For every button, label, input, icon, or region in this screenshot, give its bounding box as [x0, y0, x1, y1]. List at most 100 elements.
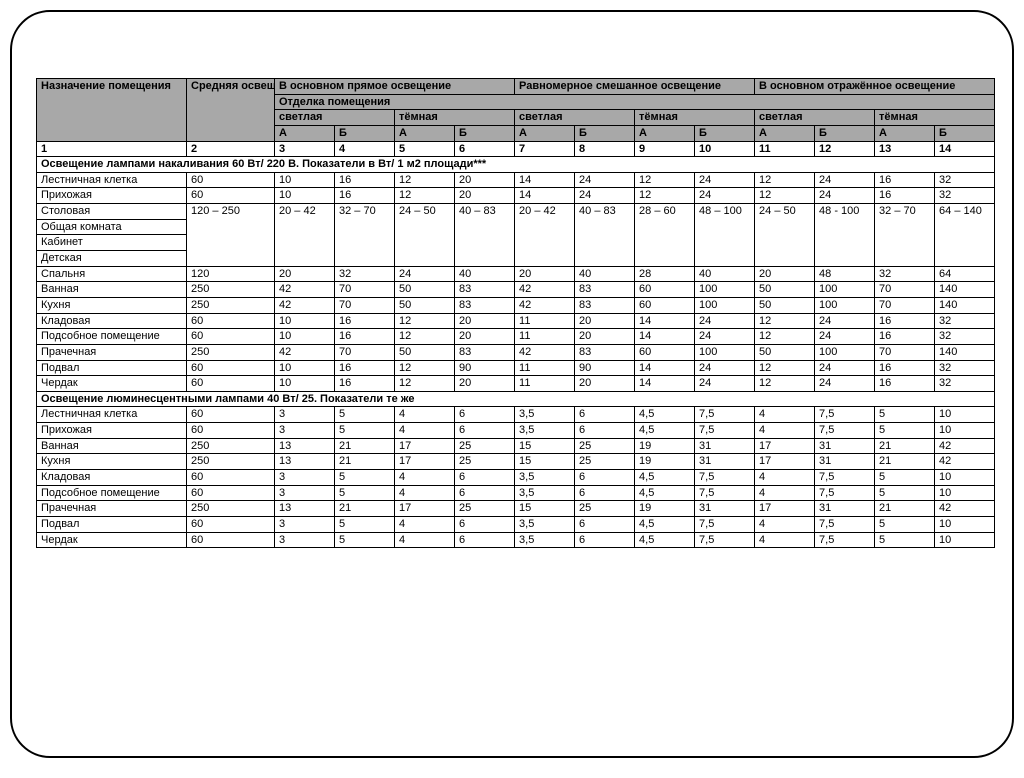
value-cell: 60 [635, 297, 695, 313]
room-name: Прачечная [37, 344, 187, 360]
col-a-header: А [275, 125, 335, 141]
value-cell: 28 [635, 266, 695, 282]
value-cell: 50 [755, 297, 815, 313]
value-cell: 10 [935, 423, 995, 439]
value-cell: 7,5 [695, 470, 755, 486]
value-cell: 40 [455, 266, 515, 282]
value-cell: 12 [395, 376, 455, 392]
value-cell: 31 [695, 438, 755, 454]
value-cell: 4,5 [635, 423, 695, 439]
value-cell: 6 [575, 470, 635, 486]
value-cell: 6 [455, 532, 515, 548]
value-cell: 17 [395, 454, 455, 470]
value-cell: 50 [755, 344, 815, 360]
value-cell: 83 [455, 344, 515, 360]
col-b-header: Б [455, 125, 515, 141]
value-cell: 24 [695, 313, 755, 329]
value-cell: 140 [935, 344, 995, 360]
value-cell: 19 [635, 454, 695, 470]
value-cell: 42 [275, 297, 335, 313]
value-cell: 24 [695, 376, 755, 392]
value-cell: 4 [395, 423, 455, 439]
lux-value: 60 [187, 532, 275, 548]
value-cell: 15 [515, 438, 575, 454]
column-number: 7 [515, 141, 575, 157]
value-cell: 70 [335, 344, 395, 360]
value-cell: 83 [455, 282, 515, 298]
value-cell: 20 [455, 313, 515, 329]
col-a-header: А [515, 125, 575, 141]
value-cell: 28 – 60 [635, 204, 695, 267]
table-row: Подвал60101612901190142412241632 [37, 360, 995, 376]
column-number: 11 [755, 141, 815, 157]
value-cell: 10 [275, 376, 335, 392]
value-cell: 20 [575, 313, 635, 329]
value-cell: 14 [515, 188, 575, 204]
value-cell: 4 [395, 470, 455, 486]
lux-value: 60 [187, 376, 275, 392]
value-cell: 6 [575, 485, 635, 501]
room-name: Кухня [37, 297, 187, 313]
value-cell: 3 [275, 470, 335, 486]
lux-value: 120 – 250 [187, 204, 275, 267]
column-number: 2 [187, 141, 275, 157]
value-cell: 31 [695, 454, 755, 470]
column-number: 4 [335, 141, 395, 157]
value-cell: 90 [575, 360, 635, 376]
value-cell: 20 [455, 376, 515, 392]
value-cell: 10 [935, 470, 995, 486]
value-cell: 7,5 [695, 485, 755, 501]
lux-value: 60 [187, 407, 275, 423]
table-row: Прихожая60101612201424122412241632 [37, 188, 995, 204]
value-cell: 5 [335, 516, 395, 532]
value-cell: 50 [395, 297, 455, 313]
value-cell: 12 [395, 329, 455, 345]
value-cell: 12 [755, 172, 815, 188]
table-body: 1234567891011121314Освещение лампами нак… [37, 141, 995, 548]
value-cell: 12 [635, 172, 695, 188]
room-name: Чердак [37, 532, 187, 548]
value-cell: 12 [755, 329, 815, 345]
value-cell: 4,5 [635, 516, 695, 532]
value-cell: 10 [275, 172, 335, 188]
value-cell: 4 [755, 485, 815, 501]
value-cell: 83 [455, 297, 515, 313]
value-cell: 21 [335, 438, 395, 454]
value-cell: 42 [515, 344, 575, 360]
column-number: 12 [815, 141, 875, 157]
lighting-table: Назначение помещения Средняя освещённост… [36, 78, 995, 548]
value-cell: 3 [275, 532, 335, 548]
dark-header: тёмная [875, 110, 995, 126]
value-cell: 7,5 [815, 516, 875, 532]
value-cell: 50 [755, 282, 815, 298]
table-row: Кухня250132117251525193117312142 [37, 454, 995, 470]
value-cell: 4,5 [635, 407, 695, 423]
value-cell: 21 [875, 501, 935, 517]
room-name: Кухня [37, 454, 187, 470]
value-cell: 4 [395, 516, 455, 532]
value-cell: 25 [455, 501, 515, 517]
value-cell: 4 [755, 470, 815, 486]
value-cell: 24 [815, 329, 875, 345]
value-cell: 4 [395, 485, 455, 501]
value-cell: 32 [335, 266, 395, 282]
value-cell: 24 [575, 172, 635, 188]
value-cell: 24 [815, 376, 875, 392]
value-cell: 3,5 [515, 485, 575, 501]
value-cell: 14 [635, 376, 695, 392]
group3-header: В основном отражённое освещение [755, 79, 995, 95]
value-cell: 5 [875, 470, 935, 486]
value-cell: 4,5 [635, 470, 695, 486]
room-name: Подвал [37, 516, 187, 532]
value-cell: 140 [935, 297, 995, 313]
table-row: Подсобное помещение6035463,564,57,547,55… [37, 485, 995, 501]
value-cell: 24 [695, 329, 755, 345]
value-cell: 32 [935, 313, 995, 329]
section-row: Освещение лампами накаливания 60 Вт/ 220… [37, 157, 995, 173]
table-row: Чердак6035463,564,57,547,5510 [37, 532, 995, 548]
value-cell: 15 [515, 501, 575, 517]
value-cell: 24 [695, 188, 755, 204]
table-header: Назначение помещения Средняя освещённост… [37, 79, 995, 142]
value-cell: 6 [455, 407, 515, 423]
value-cell: 7,5 [695, 516, 755, 532]
